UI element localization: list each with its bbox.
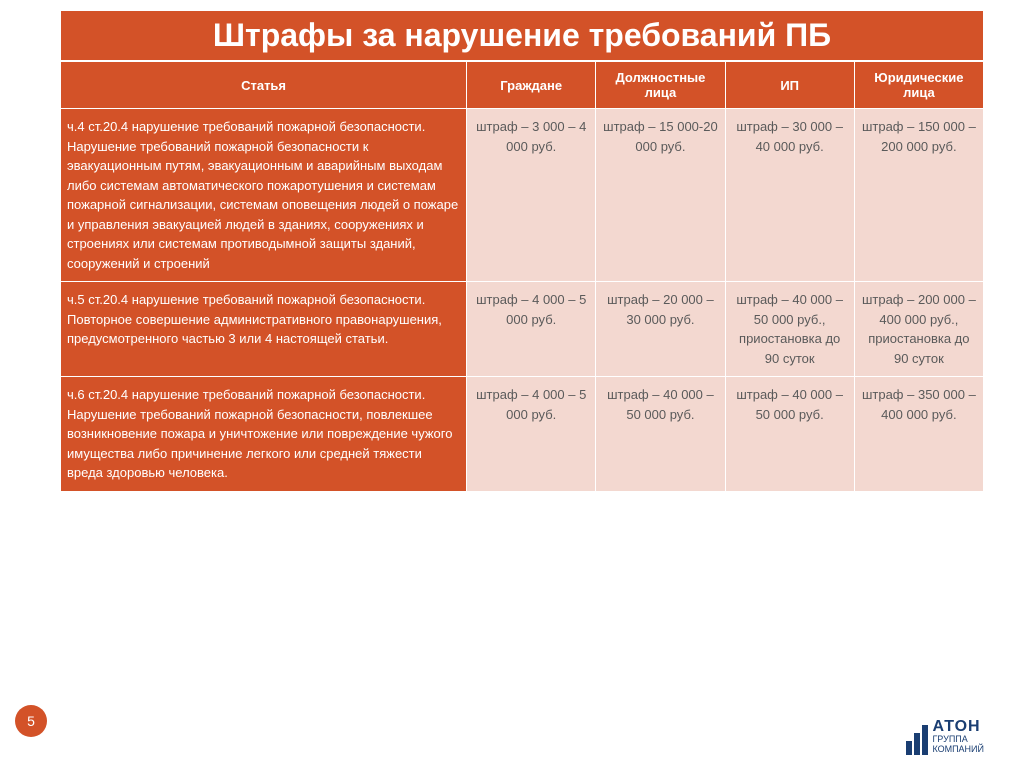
cell-ip: штраф – 30 000 – 40 000 руб. [725,109,854,282]
table-header-row: Статья Граждане Должностные лица ИП Юрид… [61,62,984,109]
table-row: ч.5 ст.20.4 нарушение требований пожарно… [61,282,984,377]
cell-legal: штраф – 150 000 – 200 000 руб. [854,109,983,282]
cell-citizens: штраф – 3 000 – 4 000 руб. [467,109,596,282]
logo-sub: ГРУППАКОМПАНИЙ [932,735,984,755]
logo-text: АТОН ГРУППАКОМПАНИЙ [932,718,984,755]
slide: Штрафы за нарушение требований ПБ Статья… [0,0,1024,502]
cell-article: ч.5 ст.20.4 нарушение требований пожарно… [61,282,467,377]
cell-ip: штраф – 40 000 – 50 000 руб., приостанов… [725,282,854,377]
header-article: Статья [61,62,467,109]
header-officials: Должностные лица [596,62,725,109]
table-row: ч.4 ст.20.4 нарушение требований пожарно… [61,109,984,282]
table-row: ч.6 ст.20.4 нарушение требований пожарно… [61,377,984,492]
slide-title: Штрафы за нарушение требований ПБ [60,10,984,61]
table-body: ч.4 ст.20.4 нарушение требований пожарно… [61,109,984,492]
cell-officials: штраф – 40 000 – 50 000 руб. [596,377,725,492]
cell-citizens: штраф – 4 000 – 5 000 руб. [467,282,596,377]
cell-article: ч.6 ст.20.4 нарушение требований пожарно… [61,377,467,492]
header-citizens: Граждане [467,62,596,109]
header-legal: Юридические лица [854,62,983,109]
page-number: 5 [15,705,47,737]
header-ip: ИП [725,62,854,109]
cell-officials: штраф – 15 000-20 000 руб. [596,109,725,282]
cell-citizens: штраф – 4 000 – 5 000 руб. [467,377,596,492]
cell-article: ч.4 ст.20.4 нарушение требований пожарно… [61,109,467,282]
penalties-table: Статья Граждане Должностные лица ИП Юрид… [60,61,984,492]
cell-ip: штраф – 40 000 – 50 000 руб. [725,377,854,492]
logo-bars-icon [906,725,928,755]
cell-legal: штраф – 200 000 – 400 000 руб., приостан… [854,282,983,377]
logo: АТОН ГРУППАКОМПАНИЙ [906,718,984,755]
logo-brand: АТОН [932,718,984,736]
cell-legal: штраф – 350 000 – 400 000 руб. [854,377,983,492]
cell-officials: штраф – 20 000 – 30 000 руб. [596,282,725,377]
